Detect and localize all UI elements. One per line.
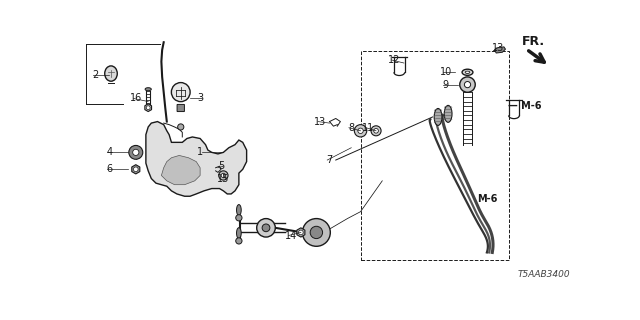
Ellipse shape xyxy=(444,105,452,122)
Ellipse shape xyxy=(465,71,470,73)
Circle shape xyxy=(374,129,378,133)
Circle shape xyxy=(257,219,275,237)
Text: 5: 5 xyxy=(218,161,224,171)
Circle shape xyxy=(355,124,367,137)
Circle shape xyxy=(465,82,470,88)
Circle shape xyxy=(298,230,303,235)
Text: M-6: M-6 xyxy=(477,194,497,204)
Text: 6: 6 xyxy=(106,164,113,174)
Ellipse shape xyxy=(237,228,241,239)
Circle shape xyxy=(303,219,330,246)
Text: 7: 7 xyxy=(326,155,333,165)
Circle shape xyxy=(460,77,476,92)
Polygon shape xyxy=(146,122,246,196)
Circle shape xyxy=(219,171,228,180)
Ellipse shape xyxy=(237,204,241,215)
Text: 10: 10 xyxy=(440,67,452,77)
Circle shape xyxy=(147,106,150,110)
Circle shape xyxy=(371,126,381,136)
Polygon shape xyxy=(161,156,200,185)
Ellipse shape xyxy=(172,83,190,102)
Text: 1: 1 xyxy=(197,147,203,157)
Ellipse shape xyxy=(462,69,473,76)
Polygon shape xyxy=(145,104,152,112)
Polygon shape xyxy=(132,165,140,174)
FancyBboxPatch shape xyxy=(177,104,184,112)
Text: 12: 12 xyxy=(388,55,400,65)
Text: 14: 14 xyxy=(285,230,297,241)
Text: 8: 8 xyxy=(348,123,355,133)
Text: 15: 15 xyxy=(217,173,230,184)
Text: 16: 16 xyxy=(130,93,142,103)
Circle shape xyxy=(358,128,364,133)
Text: 4: 4 xyxy=(106,147,113,157)
Text: — M-6: — M-6 xyxy=(508,101,541,111)
Bar xyxy=(360,51,509,260)
Ellipse shape xyxy=(145,88,151,91)
Circle shape xyxy=(132,149,139,156)
Text: 3: 3 xyxy=(197,93,203,103)
Circle shape xyxy=(134,167,138,172)
Text: T5AAB3400: T5AAB3400 xyxy=(517,270,570,279)
Text: 13: 13 xyxy=(492,43,504,52)
Ellipse shape xyxy=(434,108,442,125)
Circle shape xyxy=(221,173,225,178)
Text: 2: 2 xyxy=(92,70,99,80)
Polygon shape xyxy=(495,47,506,53)
Circle shape xyxy=(236,238,242,244)
Text: FR.: FR. xyxy=(522,35,545,48)
Circle shape xyxy=(262,224,270,232)
Circle shape xyxy=(236,215,242,221)
Circle shape xyxy=(310,226,323,239)
Text: 13: 13 xyxy=(314,116,326,126)
Circle shape xyxy=(129,145,143,159)
Ellipse shape xyxy=(105,66,117,81)
Text: 11: 11 xyxy=(362,123,374,133)
Polygon shape xyxy=(297,228,305,237)
Circle shape xyxy=(178,124,184,130)
Text: 9: 9 xyxy=(443,80,449,90)
